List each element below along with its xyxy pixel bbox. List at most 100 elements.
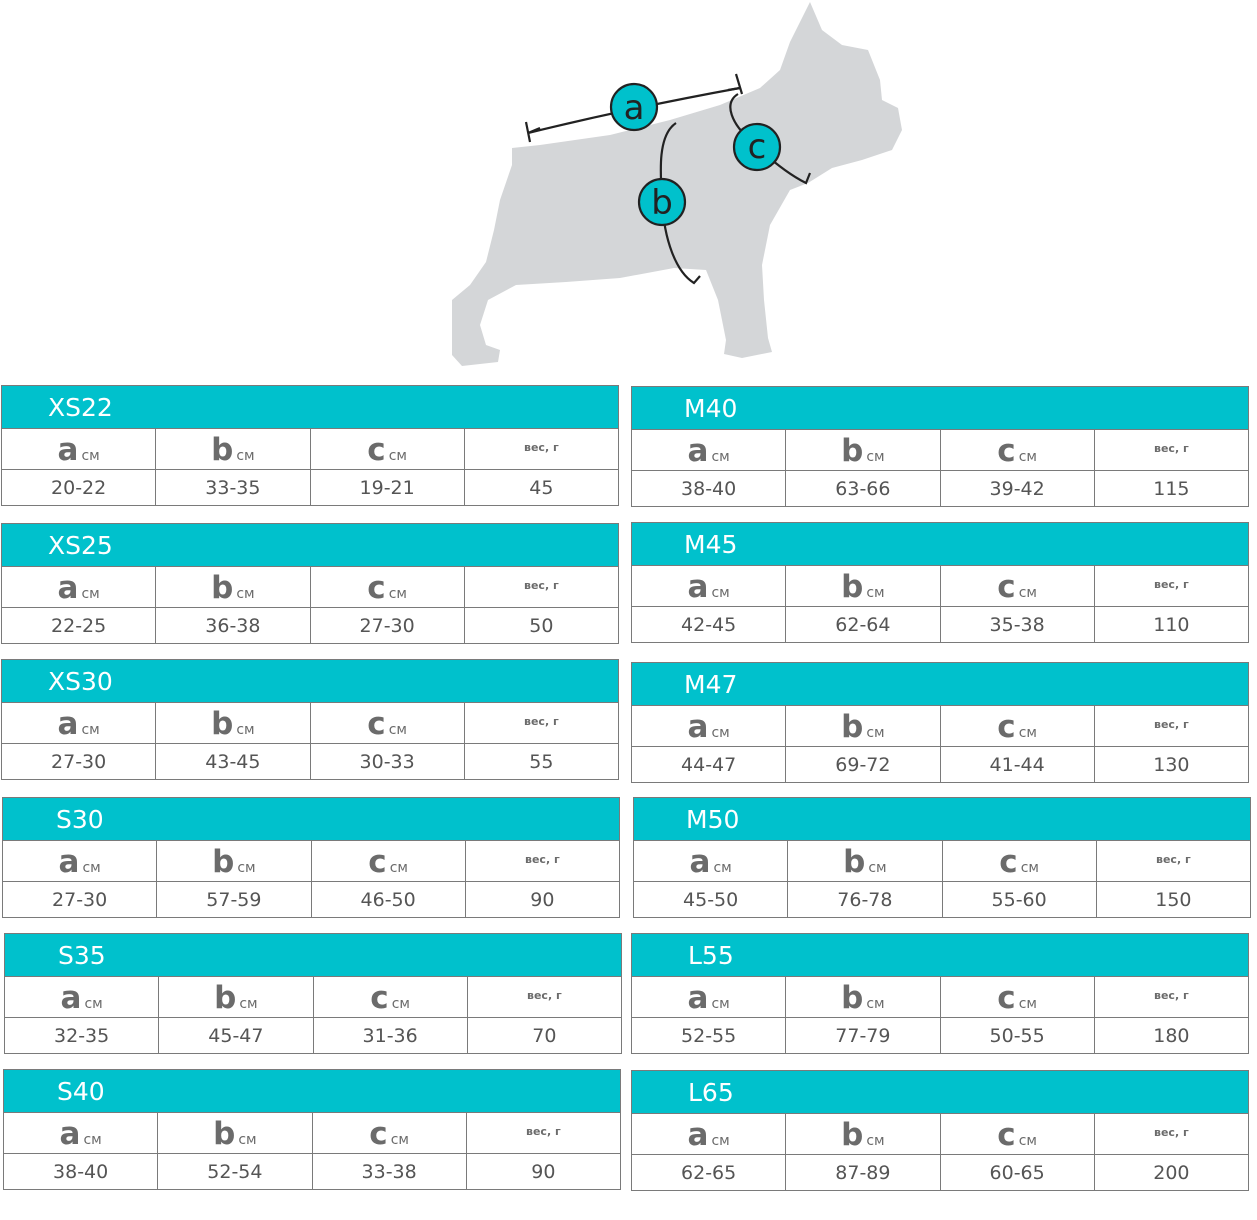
table-row: 38-40 63-66 39-42 115 <box>632 471 1248 506</box>
value-b: 87-89 <box>786 1155 941 1190</box>
header-weight: вес, г <box>526 1125 561 1138</box>
value-a: 27-30 <box>2 744 157 779</box>
value-c: 19-21 <box>311 470 465 505</box>
value-weight: 70 <box>532 1025 557 1047</box>
size-table-xs25: XS25 a см b см c см вес, г 22-25 36-38 27-3… <box>1 523 619 644</box>
label-b: b <box>651 183 673 223</box>
value-weight: 90 <box>530 889 555 911</box>
size-table-xs22: XS22 a см b см c см вес, г 20-22 33-35 19-2… <box>1 385 619 506</box>
header-b: b см <box>156 703 311 743</box>
size-name: XS25 <box>2 524 618 567</box>
header-c: c см <box>941 706 1095 746</box>
header-c: c см <box>311 567 465 607</box>
header-c: c см <box>314 977 468 1017</box>
column-headers: a см b см c см вес, г <box>632 706 1248 747</box>
table-row: 62-65 87-89 60-65 200 <box>632 1155 1248 1190</box>
header-b: b см <box>786 430 941 470</box>
table-row: 27-30 43-45 30-33 55 <box>2 744 618 779</box>
label-a-badge: a <box>609 82 659 132</box>
column-headers: a см b см c см вес, г <box>632 977 1248 1018</box>
value-b: 45-47 <box>159 1018 314 1053</box>
header-b: b см <box>786 1114 941 1154</box>
column-headers: a см b см c см вес, г <box>2 703 618 744</box>
column-headers: a см b см c см вес, г <box>5 977 621 1018</box>
value-a: 52-55 <box>632 1018 787 1053</box>
value-c: 39-42 <box>941 471 1095 506</box>
header-b: b см <box>157 841 312 881</box>
header-b: b см <box>786 706 941 746</box>
header-a: a см <box>632 1114 787 1154</box>
size-table-m40: M40 a см b см c см вес, г 38-40 63-66 39-42… <box>631 386 1249 507</box>
label-a: a <box>624 88 645 128</box>
header-a: a см <box>632 977 787 1017</box>
size-table-s35: S35 a см b см c см вес, г 32-35 45-47 31-36… <box>4 933 622 1054</box>
value-a: 62-65 <box>632 1155 787 1190</box>
table-row: 42-45 62-64 35-38 110 <box>632 607 1248 642</box>
value-b: 36-38 <box>156 608 311 643</box>
size-name: XS22 <box>2 386 618 429</box>
value-weight: 180 <box>1153 1025 1190 1047</box>
size-name: L55 <box>632 934 1248 977</box>
value-a: 27-30 <box>3 882 158 917</box>
value-b: 43-45 <box>156 744 311 779</box>
value-a: 32-35 <box>5 1018 160 1053</box>
header-b: b см <box>786 977 941 1017</box>
header-b: b см <box>786 566 941 606</box>
header-a: a см <box>632 566 787 606</box>
header-a: a см <box>3 841 158 881</box>
size-name: M50 <box>634 798 1250 841</box>
column-headers: a см b см c см вес, г <box>3 841 619 882</box>
table-row: 22-25 36-38 27-30 50 <box>2 608 618 643</box>
value-b: 33-35 <box>156 470 311 505</box>
header-weight: вес, г <box>1156 853 1191 866</box>
value-b: 52-54 <box>158 1154 313 1189</box>
header-b: b см <box>159 977 314 1017</box>
value-c: 35-38 <box>941 607 1095 642</box>
column-headers: a см b см c см вес, г <box>634 841 1250 882</box>
header-weight: вес, г <box>1154 442 1189 455</box>
value-weight: 90 <box>531 1161 556 1183</box>
header-b: b см <box>788 841 943 881</box>
header-b: b см <box>156 429 311 469</box>
header-a: a см <box>4 1113 159 1153</box>
table-row: 38-40 52-54 33-38 90 <box>4 1154 620 1189</box>
header-c: c см <box>313 1113 467 1153</box>
header-weight: вес, г <box>1154 989 1189 1002</box>
size-table-s30: S30 a см b см c см вес, г 27-30 57-59 46-50… <box>2 797 620 918</box>
size-table-m50: M50 a см b см c см вес, г 45-50 76-78 55-60… <box>633 797 1251 918</box>
value-c: 60-65 <box>941 1155 1095 1190</box>
header-c: c см <box>311 703 465 743</box>
label-c-badge: c <box>732 122 782 172</box>
column-headers: a см b см c см вес, г <box>632 1114 1248 1155</box>
header-c: c см <box>941 1114 1095 1154</box>
header-weight: вес, г <box>1154 718 1189 731</box>
value-weight: 45 <box>529 477 554 499</box>
header-b: b см <box>158 1113 313 1153</box>
value-a: 44-47 <box>632 747 787 782</box>
table-row: 27-30 57-59 46-50 90 <box>3 882 619 917</box>
column-headers: a см b см c см вес, г <box>4 1113 620 1154</box>
size-table-m45: M45 a см b см c см вес, г 42-45 62-64 35-38… <box>631 522 1249 643</box>
dog-measurement-diagram: a b c <box>452 2 902 366</box>
size-name: S40 <box>4 1070 620 1113</box>
column-headers: a см b см c см вес, г <box>2 429 618 470</box>
header-c: c см <box>941 430 1095 470</box>
column-headers: a см b см c см вес, г <box>632 430 1248 471</box>
value-c: 41-44 <box>941 747 1095 782</box>
arrow-left-icon <box>524 121 541 143</box>
value-weight: 50 <box>529 615 554 637</box>
label-c: c <box>748 127 767 167</box>
value-c: 55-60 <box>943 882 1097 917</box>
header-a: a см <box>2 703 157 743</box>
value-b: 69-72 <box>786 747 941 782</box>
label-b-badge: b <box>637 177 687 227</box>
value-c: 27-30 <box>311 608 465 643</box>
value-a: 45-50 <box>634 882 789 917</box>
size-table-m47: M47 a см b см c см вес, г 44-47 69-72 41-44… <box>631 662 1249 783</box>
header-a: a см <box>5 977 160 1017</box>
arrow-right-icon <box>727 73 744 95</box>
size-name: S30 <box>3 798 619 841</box>
size-table-s40: S40 a см b см c см вес, г 38-40 52-54 33-38… <box>3 1069 621 1190</box>
value-b: 76-78 <box>788 882 943 917</box>
value-b: 63-66 <box>786 471 941 506</box>
